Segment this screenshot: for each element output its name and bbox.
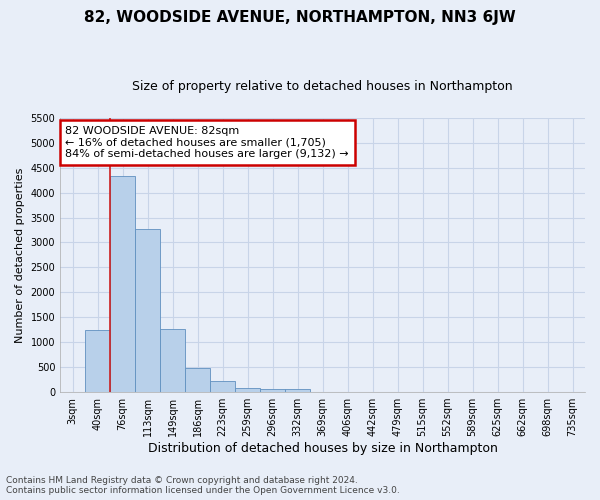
Bar — [260, 389, 285, 392]
Bar — [135, 230, 160, 392]
X-axis label: Distribution of detached houses by size in Northampton: Distribution of detached houses by size … — [148, 442, 497, 455]
Text: Contains HM Land Registry data © Crown copyright and database right 2024.
Contai: Contains HM Land Registry data © Crown c… — [6, 476, 400, 495]
Title: Size of property relative to detached houses in Northampton: Size of property relative to detached ho… — [132, 80, 513, 93]
Text: 82, WOODSIDE AVENUE, NORTHAMPTON, NN3 6JW: 82, WOODSIDE AVENUE, NORTHAMPTON, NN3 6J… — [84, 10, 516, 25]
Y-axis label: Number of detached properties: Number of detached properties — [15, 167, 25, 342]
Bar — [110, 176, 135, 392]
Bar — [235, 388, 260, 392]
Text: 82 WOODSIDE AVENUE: 82sqm
← 16% of detached houses are smaller (1,705)
84% of se: 82 WOODSIDE AVENUE: 82sqm ← 16% of detac… — [65, 126, 349, 159]
Bar — [285, 389, 310, 392]
Bar — [85, 330, 110, 392]
Bar — [160, 330, 185, 392]
Bar — [210, 381, 235, 392]
Bar — [185, 368, 210, 392]
